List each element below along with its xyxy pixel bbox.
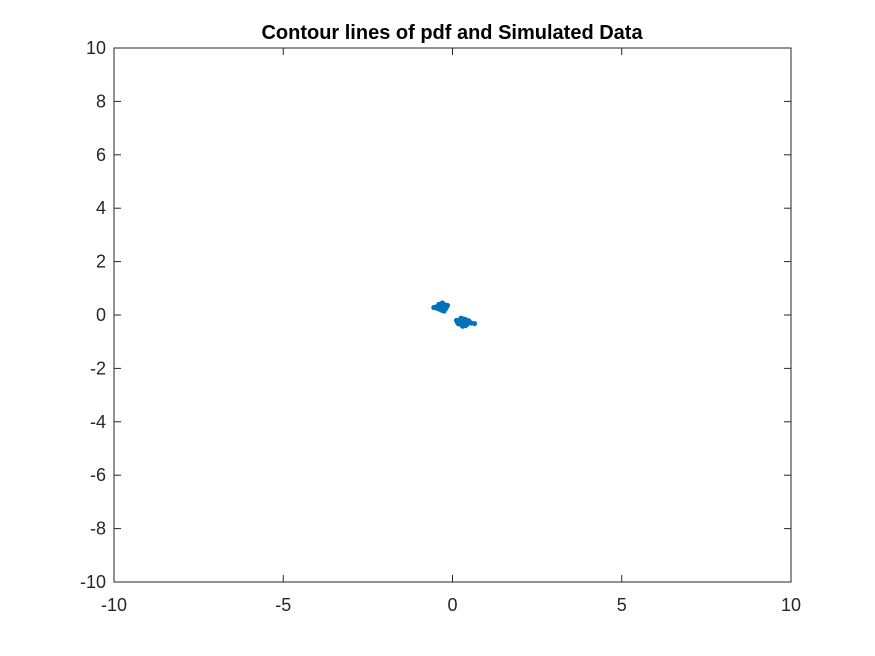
scatter-point [471, 320, 478, 327]
y-tick-label: 8 [96, 91, 106, 111]
chart-title: Contour lines of pdf and Simulated Data [261, 22, 643, 44]
y-tick-label: 10 [86, 38, 106, 58]
y-tick-labels: -10 -8 -6 -4 -2 0 2 4 6 8 10 [80, 38, 106, 592]
scatter-point [438, 305, 444, 312]
y-tick-label: -2 [90, 358, 106, 378]
x-tick-labels: -10 -5 0 5 10 [101, 595, 801, 615]
y-tick-label: -4 [90, 412, 106, 432]
scatter-point [431, 304, 437, 311]
y-tick-label: 4 [96, 198, 106, 218]
x-tick-label: 0 [447, 595, 457, 615]
scatter-point [453, 317, 460, 323]
y-tick-label: 0 [96, 305, 106, 325]
y-tick-label: -6 [90, 465, 106, 485]
y-tick-label: 2 [96, 252, 106, 272]
data-points [431, 300, 478, 329]
axis-ticks [113, 47, 792, 583]
x-tick-label: 10 [781, 595, 801, 615]
y-tick-label: -10 [80, 572, 106, 592]
y-tick-label: 6 [96, 145, 106, 165]
y-tick-label: -8 [90, 519, 106, 539]
x-tick-label: -5 [275, 595, 291, 615]
scatter-point [458, 315, 464, 321]
x-tick-label: -10 [101, 595, 127, 615]
plot-area [113, 47, 792, 583]
scatter-point [461, 319, 467, 325]
x-tick-label: 5 [617, 595, 627, 615]
scatter-point [442, 302, 448, 308]
